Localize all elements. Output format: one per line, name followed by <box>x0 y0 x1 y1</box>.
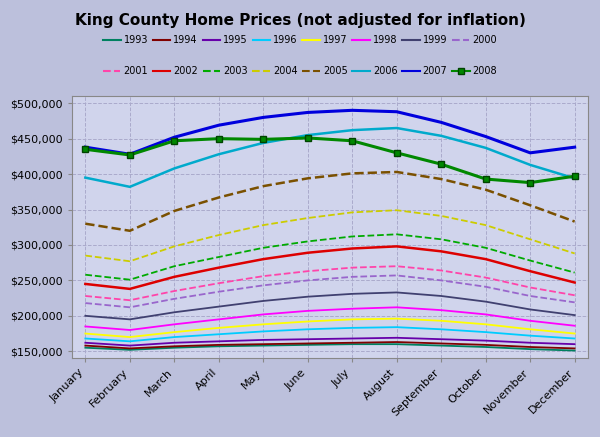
Legend: 2001, 2002, 2003, 2004, 2005, 2006, 2007, 2008: 2001, 2002, 2003, 2004, 2005, 2006, 2007… <box>103 66 497 76</box>
Text: King County Home Prices (not adjusted for inflation): King County Home Prices (not adjusted fo… <box>74 13 526 28</box>
Legend: 1993, 1994, 1995, 1996, 1997, 1998, 1999, 2000: 1993, 1994, 1995, 1996, 1997, 1998, 1999… <box>103 35 497 45</box>
